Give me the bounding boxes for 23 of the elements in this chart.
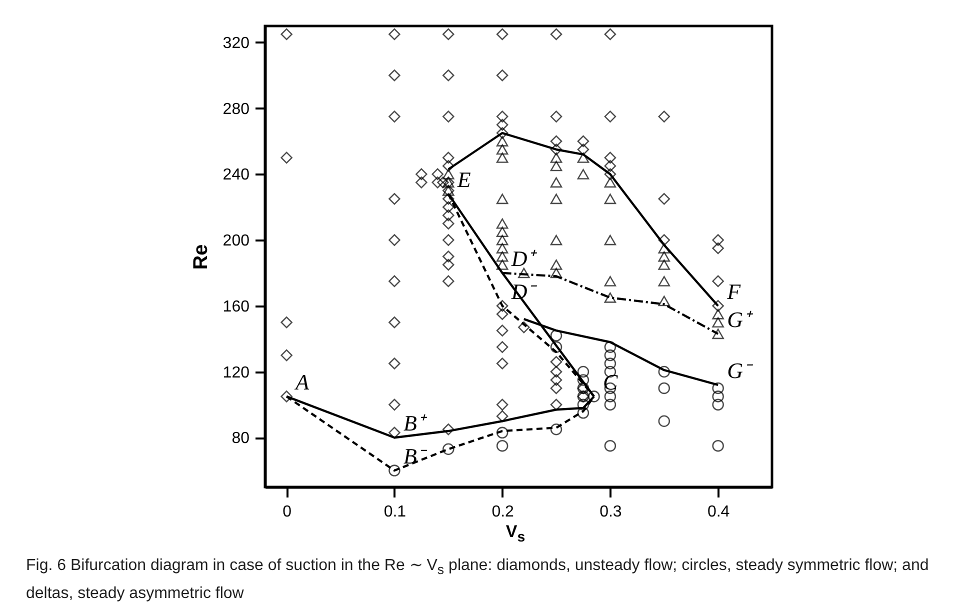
x-tick-label: 0.2 bbox=[492, 504, 514, 520]
y-tick-label: 120 bbox=[222, 364, 250, 382]
y-tick-label: 160 bbox=[222, 298, 250, 316]
annotation: G⁺ bbox=[727, 306, 754, 332]
annotation: B⁺ bbox=[403, 410, 428, 436]
y-axis-title: Re bbox=[190, 244, 212, 270]
annotation: B⁻ bbox=[403, 444, 428, 469]
annotation: E bbox=[456, 166, 472, 192]
x-tick-label: 0 bbox=[282, 504, 292, 520]
annotation: A bbox=[294, 369, 310, 394]
y-tick-label: 80 bbox=[232, 430, 250, 448]
annotation: D⁺ bbox=[510, 246, 538, 271]
x-axis-title: V$_{s}$ bbox=[504, 522, 526, 546]
y-tick-label: 240 bbox=[222, 166, 250, 184]
text: Fig. 6 Bifurcation diagram in case of suction in the Re ∼ V$_{s}$ plane: diamonds, unsteady flow; circles, steady symmetric flow; and deltas, steady asymmetric flow bbox=[26, 557, 929, 602]
x-tick-label: 0.3 bbox=[600, 504, 622, 520]
y-tick-label: 200 bbox=[222, 232, 250, 250]
y-tick-label: 320 bbox=[222, 34, 250, 52]
y-tick-label: 280 bbox=[222, 100, 250, 118]
x-tick-label: 0.4 bbox=[707, 504, 730, 520]
x-tick-label: 0.1 bbox=[384, 504, 406, 520]
annotation: F bbox=[726, 278, 742, 304]
annotation: G⁻ bbox=[727, 358, 754, 383]
